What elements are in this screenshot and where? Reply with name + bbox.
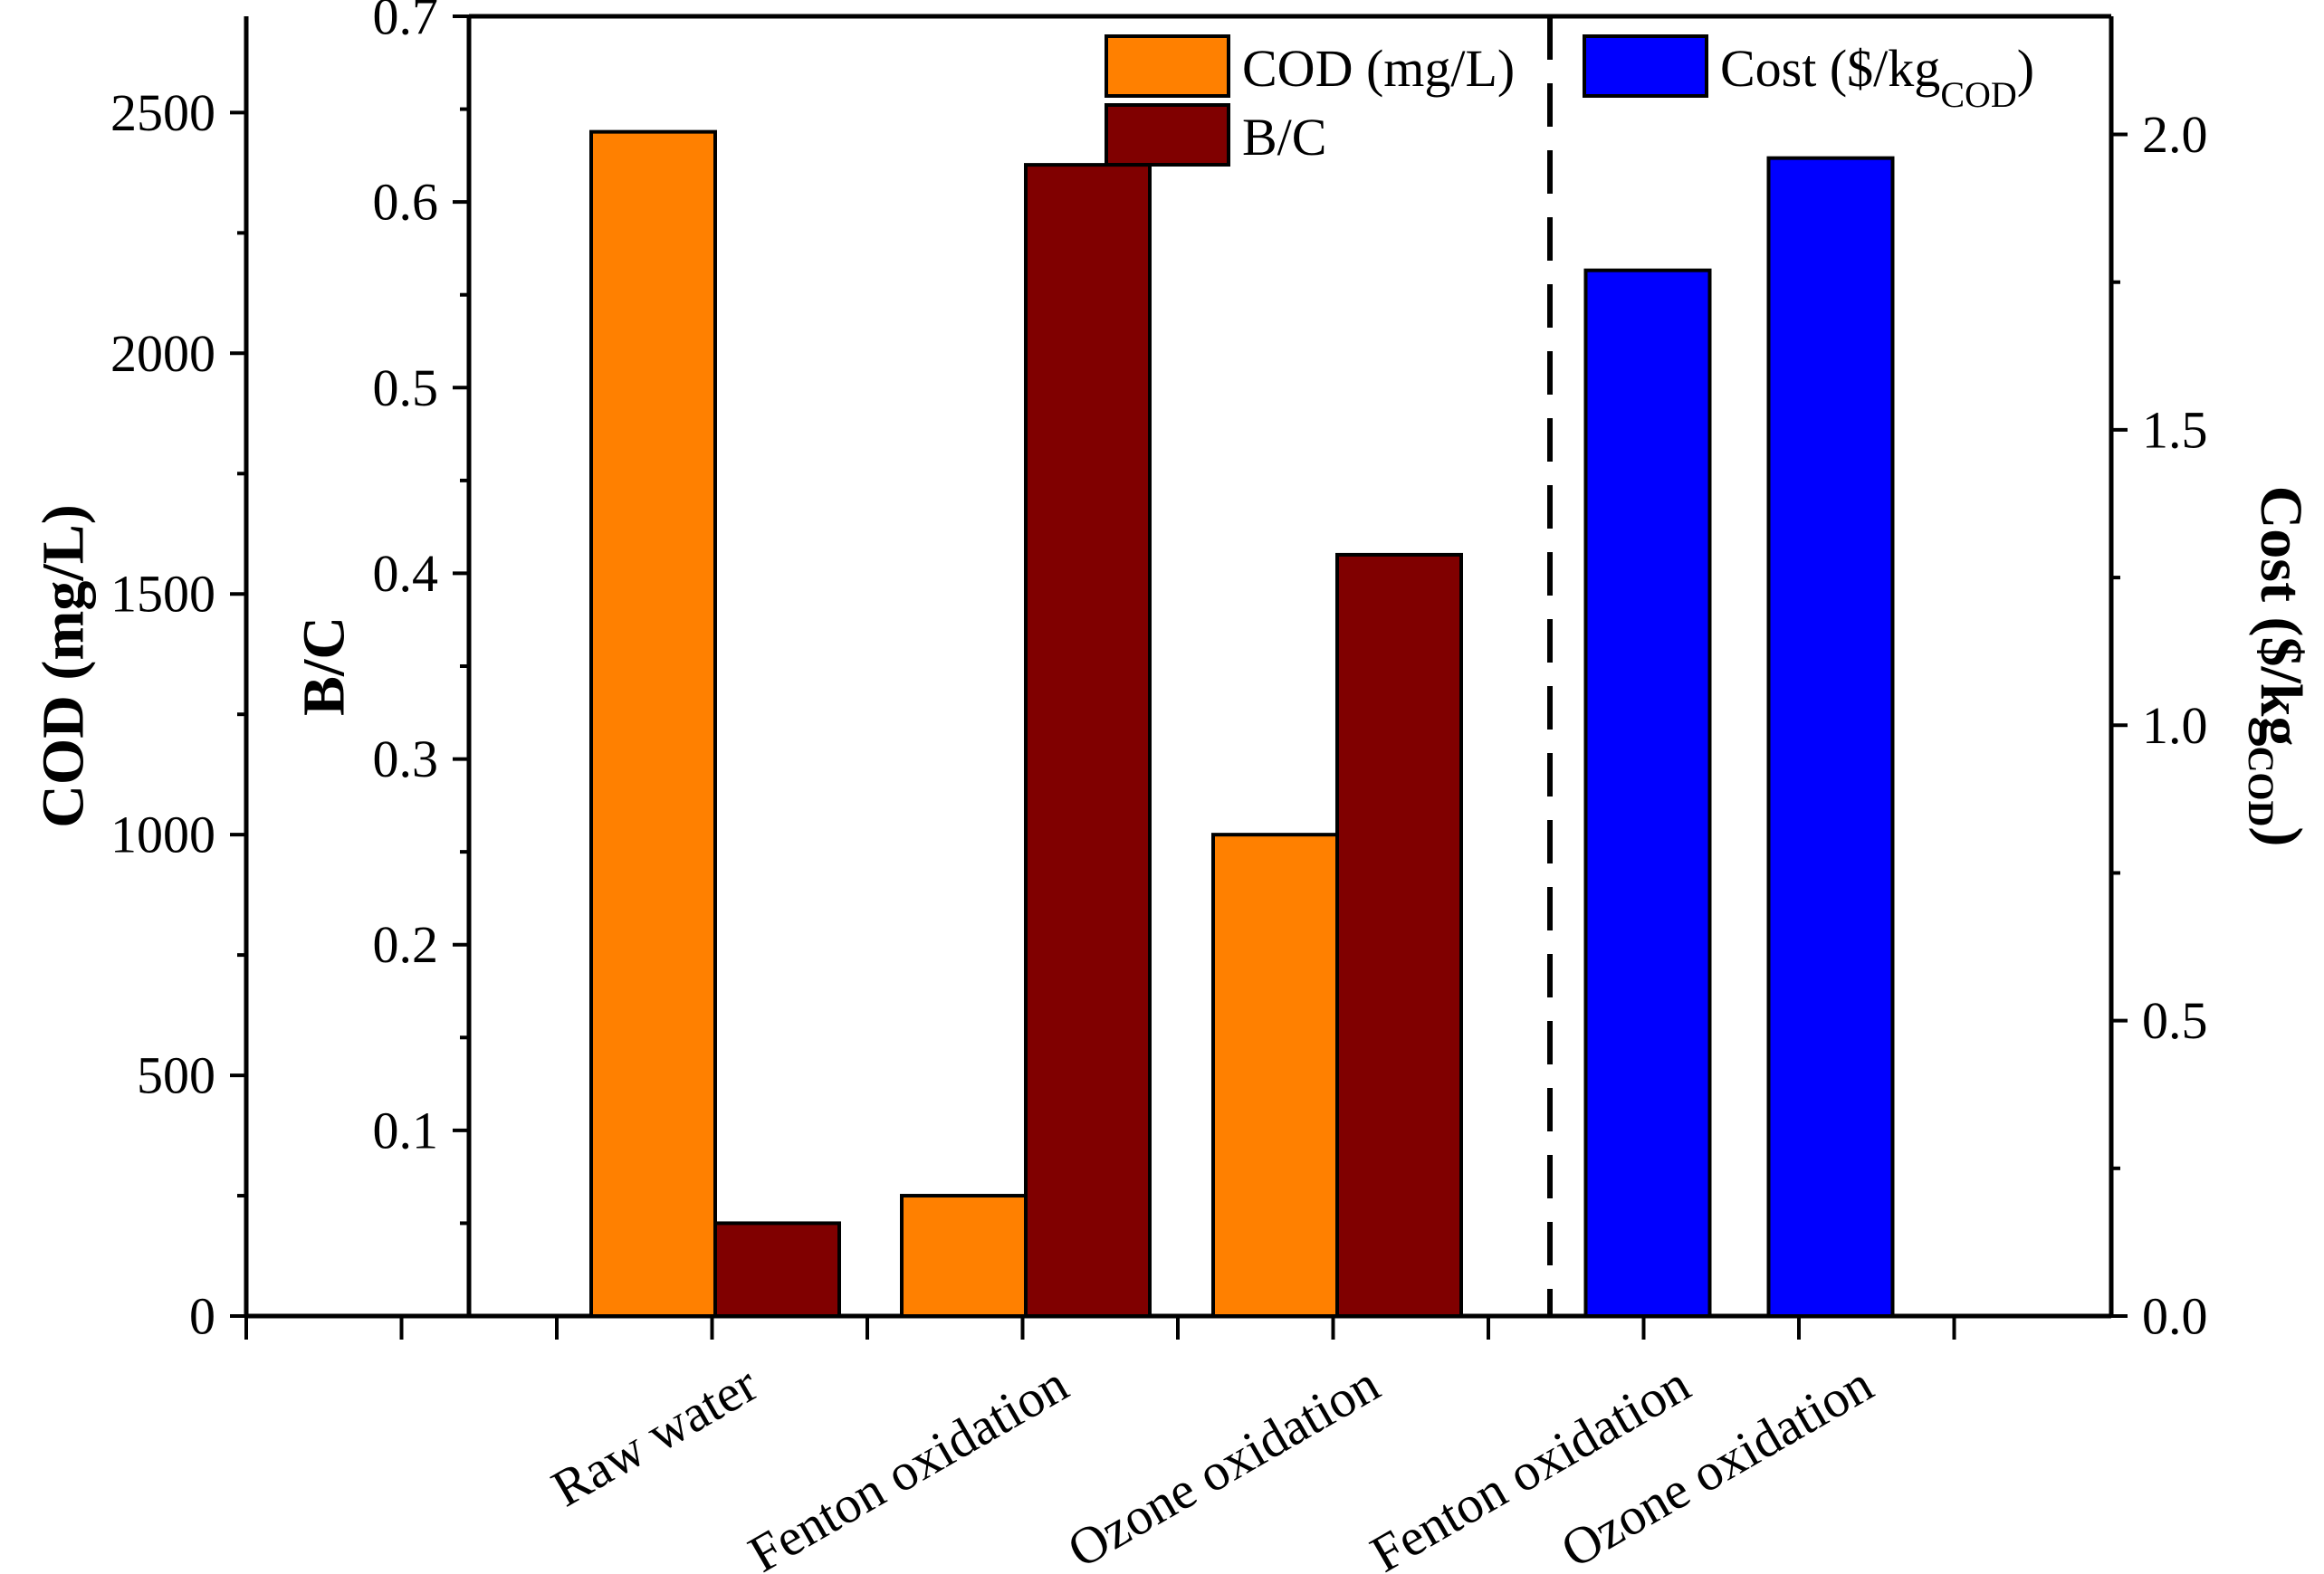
inner-axis-ticks: 0.1 0.2 0.3 0.4 0.5 0.6 0.7 <box>373 0 469 1226</box>
inner-axis-tick-label: 0.5 <box>373 358 439 417</box>
bar-b-c-0 <box>713 1221 841 1319</box>
right-axis-title: Cost ($/kgCOD) <box>2241 486 2315 847</box>
right-axis-title-main: Cost ($/kg <box>2249 486 2315 747</box>
legend-swatch-bc <box>1105 103 1230 167</box>
bar-b-c-2 <box>1335 552 1463 1318</box>
legend-label-cod: COD (mg/L) <box>1242 39 1515 98</box>
legend-label-bc: B/C <box>1242 108 1327 167</box>
bar-cost-kgcod--4 <box>1766 156 1895 1318</box>
category-label: Raw water <box>542 1354 768 1518</box>
left-axis-tick-label: 1000 <box>110 806 215 864</box>
legend-label-cost-sub: COD <box>1940 74 2016 115</box>
right-axis-ticks: 0.0 0.5 1.0 1.5 2.0 <box>2111 105 2208 1346</box>
category-label: Ozone oxidation <box>1057 1354 1389 1574</box>
inner-axis-tick-label: 0.6 <box>373 173 439 232</box>
category-label: Fenton oxidation <box>1361 1354 1699 1574</box>
left-axis-title: COD (mg/L) <box>31 504 97 827</box>
inner-axis-title: B/C <box>292 616 358 716</box>
right-axis-title-end: ) <box>2249 826 2315 846</box>
inner-axis-tick-label: 0.1 <box>373 1101 439 1159</box>
left-axis-tick-label: 0 <box>189 1287 215 1346</box>
left-axis-tick-label: 1500 <box>110 565 215 624</box>
bar-cod-mg-l--1 <box>900 1194 1028 1318</box>
legend-swatch-cost <box>1583 34 1708 98</box>
legend-label-cost-main: Cost ($/kg <box>1720 39 1940 98</box>
inner-axis-tick-label: 0.2 <box>373 915 439 974</box>
left-axis-tick-label: 2500 <box>110 83 215 142</box>
right-axis-tick-label: 0.0 <box>2142 1287 2208 1346</box>
inner-axis-tick-label: 0.3 <box>373 730 439 788</box>
bar-cod-mg-l--0 <box>589 129 717 1319</box>
legend-label-cost-end: ) <box>2017 39 2034 98</box>
legend-swatch-cod <box>1105 34 1230 98</box>
left-axis-tick-label: 2000 <box>110 324 215 383</box>
right-axis-tick-label: 0.5 <box>2142 991 2208 1050</box>
bar-cod-mg-l--2 <box>1211 833 1339 1318</box>
right-axis-tick-label: 2.0 <box>2142 105 2208 164</box>
left-axis-tick-label: 500 <box>137 1046 215 1105</box>
inner-axis-tick-label: 0.4 <box>373 544 439 603</box>
bars <box>589 129 1895 1319</box>
legend: COD (mg/L) B/C Cost ($/kgCOD) <box>1105 34 2034 167</box>
legend-label-cost: Cost ($/kgCOD) <box>1720 39 2034 115</box>
right-axis-tick-label: 1.5 <box>2142 400 2208 459</box>
inner-axis-tick-label: 0.7 <box>373 0 439 46</box>
right-axis-title-sub: COD <box>2241 746 2281 826</box>
bar-cost-kgcod--3 <box>1583 268 1712 1318</box>
right-axis-tick-label: 1.0 <box>2142 696 2208 755</box>
category-label: Fenton oxidation <box>739 1354 1077 1574</box>
category-label: Ozone oxidation <box>1551 1354 1882 1574</box>
bar-b-c-1 <box>1024 163 1152 1319</box>
x-axis-ticks <box>244 1316 1956 1340</box>
left-axis-ticks: 0 500 1000 1500 2000 2500 <box>110 83 246 1346</box>
